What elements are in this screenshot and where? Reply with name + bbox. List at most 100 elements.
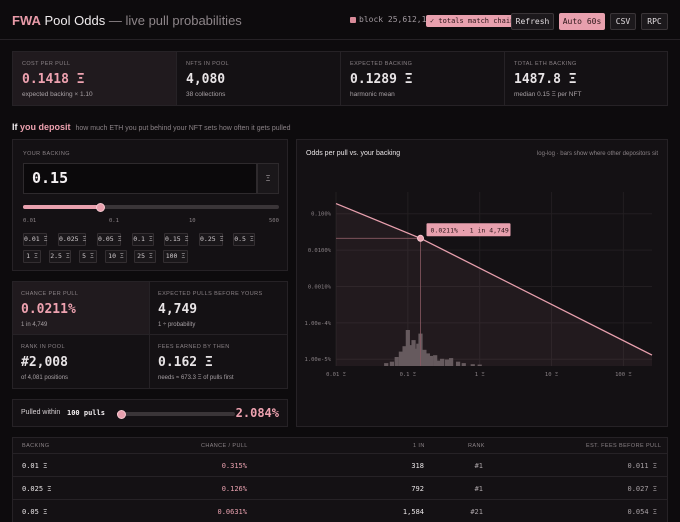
- table-row[interactable]: 0.01 Ξ 0.315% 318 #1 0.011 Ξ: [13, 453, 667, 476]
- y-tick-label: 1.00e-4%: [305, 321, 332, 327]
- stat-value: 0.1289 Ξ: [350, 72, 413, 87]
- backing-input[interactable]: 0.15: [23, 163, 257, 194]
- x-tick-label: 1 Ξ: [475, 372, 485, 378]
- result-note: needs ≈ 673.3 Ξ of pulls first: [158, 375, 234, 381]
- cell-rank: #21: [470, 508, 483, 516]
- y-tick-label: 0.0010%: [308, 284, 332, 290]
- preset-chip[interactable]: 5 Ξ: [79, 250, 97, 263]
- title-subtitle: — live pull probabilities: [108, 13, 242, 28]
- stat-expected-backing: EXPECTED BACKING 0.1289 Ξ harmonic mean: [341, 52, 505, 105]
- stat-note: expected backing × 1.10: [22, 91, 93, 98]
- slider-tick: 0.01: [23, 218, 37, 224]
- block-status-icon: [350, 17, 356, 23]
- backing-slider-knob[interactable]: [95, 203, 105, 212]
- chart-title: Odds per pull vs. your backing: [306, 150, 401, 157]
- result-chance-per-pull: CHANCE PER PULL 0.0211% 1 in 4,749: [13, 282, 150, 335]
- totals-match-badge: ✓ totals match chain: [426, 15, 519, 27]
- histogram-bar: [428, 355, 434, 366]
- pulls-slider[interactable]: [117, 412, 235, 416]
- result-label: CHANCE PER PULL: [21, 291, 79, 297]
- histogram-bar: [433, 355, 438, 366]
- backing-unit: Ξ: [257, 163, 279, 194]
- pulled-within-label: Pulled within: [21, 409, 61, 416]
- cell-chance: 0.126%: [221, 485, 247, 493]
- y-tick-label: 1.00e-5%: [305, 357, 332, 363]
- y-tick-label: 0.0100%: [308, 248, 332, 254]
- histogram-bar: [444, 359, 450, 366]
- block-number: block 25,612,151: [359, 15, 437, 24]
- rpc-button[interactable]: RPC: [641, 13, 668, 30]
- histogram-bar: [402, 346, 407, 366]
- backing-slider-fill: [23, 205, 100, 209]
- marker-label: 0.0211% · 1 in 4,749: [431, 226, 509, 234]
- histogram-bar: [422, 349, 427, 366]
- stat-note: harmonic mean: [350, 91, 395, 98]
- result-value: #2,008: [21, 355, 68, 370]
- stat-cost-per-pull: COST PER PULL 0.1418 Ξ expected backing …: [13, 52, 177, 105]
- pulled-within-panel: Pulled within 100 pulls 2.084%: [12, 399, 288, 427]
- stat-total-eth-backing: TOTAL ETH BACKING 1487.8 Ξ median 0.15 Ξ…: [505, 52, 667, 105]
- table-header-fees: EST. FEES BEFORE PULL: [586, 443, 662, 449]
- preset-chip[interactable]: 2.5 Ξ: [49, 250, 71, 263]
- table-header-rank: RANK: [468, 443, 485, 449]
- histogram-bar: [384, 363, 389, 366]
- odds-chart: 0.0211% · 1 in 4,749 0.100% 0.0100% 0.0010%…: [305, 192, 653, 378]
- slider-tick: 10: [189, 218, 196, 224]
- result-value: 0.162 Ξ: [158, 355, 213, 370]
- y-tick-label: 0.100%: [311, 212, 332, 218]
- pulls-slider-knob[interactable]: [116, 410, 126, 419]
- chart-note: log-log · bars show where other deposito…: [536, 151, 658, 157]
- slider-tick: 0.1: [109, 218, 119, 224]
- pulled-within-probability: 2.084%: [235, 406, 279, 420]
- stat-value: 1487.8 Ξ: [514, 72, 577, 87]
- pool-stats: COST PER PULL 0.1418 Ξ expected backing …: [12, 51, 668, 106]
- histogram-bar: [449, 358, 454, 366]
- stat-label: NFTS IN POOL: [186, 61, 229, 67]
- stat-label: COST PER PULL: [22, 61, 71, 67]
- preset-chip[interactable]: 10 Ξ: [105, 250, 127, 263]
- auto-refresh-button[interactable]: Auto 60s: [559, 13, 605, 30]
- stat-note: 38 collections: [186, 91, 226, 98]
- preset-chip[interactable]: 25 Ξ: [134, 250, 156, 263]
- cell-chance: 0.315%: [221, 462, 247, 470]
- histogram-bar: [440, 358, 445, 366]
- preset-chip[interactable]: 0.25 Ξ: [199, 233, 223, 246]
- result-note: of 4,081 positions: [21, 375, 69, 381]
- title-text: Pool Odds: [44, 13, 106, 28]
- result-label: EXPECTED PULLS BEFORE YOURS: [158, 291, 263, 297]
- brand-name: FWA: [12, 13, 41, 28]
- refresh-button[interactable]: Refresh: [511, 13, 554, 30]
- result-expected-pulls: EXPECTED PULLS BEFORE YOURS 4,749 1 ÷ pr…: [150, 282, 287, 335]
- preset-chip[interactable]: 100 Ξ: [163, 250, 188, 263]
- stat-note: median 0.15 Ξ per NFT: [514, 91, 582, 98]
- result-note: 1 ÷ probability: [158, 322, 196, 328]
- table-header-backing: BACKING: [22, 443, 50, 449]
- odds-chart-panel: Odds per pull vs. your backing log-log ·…: [296, 139, 668, 427]
- preset-chip[interactable]: 0.05 Ξ: [97, 233, 121, 246]
- cell-one-in: 318: [411, 462, 424, 470]
- histogram-bar: [436, 360, 441, 366]
- stat-label: TOTAL ETH BACKING: [514, 61, 577, 67]
- pulled-within-count: 100 pulls: [67, 409, 105, 417]
- result-rank-in-pool: RANK IN POOL #2,008 of 4,081 positions: [13, 335, 150, 388]
- preset-chip[interactable]: 0.15 Ξ: [164, 233, 188, 246]
- preset-chip[interactable]: 0.025 Ξ: [58, 233, 86, 246]
- histogram-bar: [408, 345, 413, 366]
- table-row[interactable]: 0.05 Ξ 0.0631% 1,584 #21 0.054 Ξ: [13, 499, 667, 522]
- preset-chip[interactable]: 0.01 Ξ: [23, 233, 47, 246]
- backing-slider[interactable]: [23, 205, 279, 209]
- preset-chip[interactable]: 0.1 Ξ: [132, 233, 154, 246]
- preset-chip[interactable]: 1 Ξ: [23, 250, 41, 263]
- results-grid: CHANCE PER PULL 0.0211% 1 in 4,749 EXPEC…: [12, 281, 288, 389]
- histogram-bar: [405, 330, 410, 366]
- csv-button[interactable]: CSV: [610, 13, 636, 30]
- result-note: 1 in 4,749: [21, 322, 48, 328]
- table-row[interactable]: 0.025 Ξ 0.126% 792 #1 0.027 Ξ: [13, 476, 667, 499]
- section-description: how much ETH you put behind your NFT set…: [75, 125, 291, 132]
- cell-rank: #1: [474, 485, 483, 493]
- x-tick-label: 0.1 Ξ: [400, 372, 417, 378]
- cell-backing: 0.05 Ξ: [22, 508, 48, 516]
- marker-point: [417, 234, 425, 242]
- preset-chip[interactable]: 0.5 Ξ: [233, 233, 255, 246]
- cell-chance: 0.0631%: [217, 508, 247, 516]
